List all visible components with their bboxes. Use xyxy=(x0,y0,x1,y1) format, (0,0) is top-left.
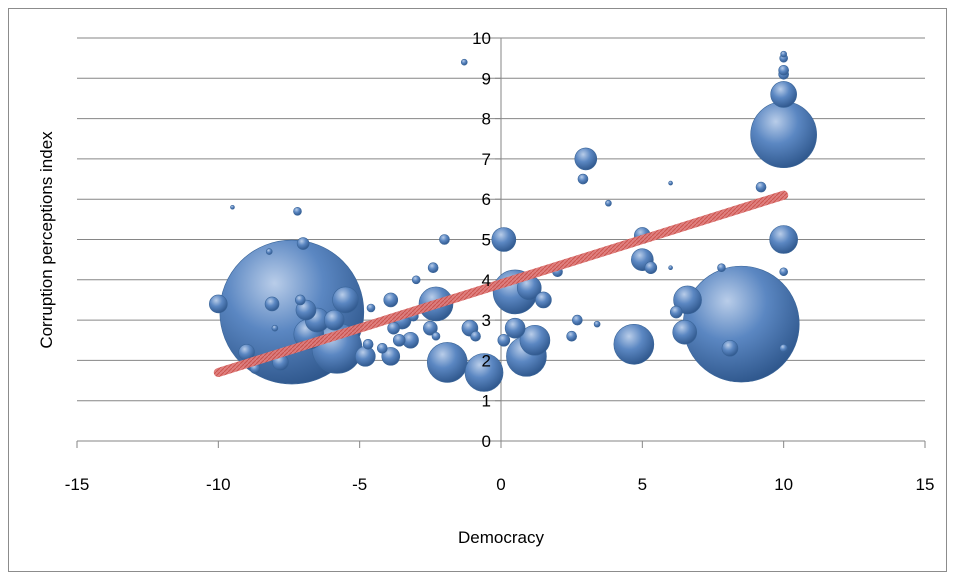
bubble-point xyxy=(411,275,421,285)
y-tick-label: 4 xyxy=(482,271,491,290)
y-tick-label: 9 xyxy=(482,69,491,88)
bubble-point xyxy=(644,261,658,275)
bubble-point xyxy=(387,321,400,335)
x-tick-label: 0 xyxy=(496,475,505,494)
tick-labels: -15 -10 -5 0 5 10 15 0 1 2 3 4 5 6 7 8 9 10 xyxy=(65,29,935,494)
trendline-overlay xyxy=(213,190,789,377)
bubble-point xyxy=(293,206,302,216)
bubble-point xyxy=(366,303,376,313)
bubble-point xyxy=(669,305,683,319)
bubble-point xyxy=(460,58,468,66)
bubble-point xyxy=(355,346,376,367)
bubble-point xyxy=(566,330,577,342)
y-axis-title: Corruption perceptions index xyxy=(37,131,56,349)
bubble-point xyxy=(491,227,517,252)
bubble-point xyxy=(427,262,439,274)
bubble-point xyxy=(593,320,601,328)
bubble-point xyxy=(572,314,583,326)
y-tick-label: 2 xyxy=(482,351,491,370)
bubble-point xyxy=(504,317,526,339)
bubble-point xyxy=(779,267,788,277)
bubble-point xyxy=(264,296,280,312)
bubble-point xyxy=(431,331,441,341)
y-tick-label: 10 xyxy=(472,29,491,48)
y-tick-label: 3 xyxy=(482,311,491,330)
x-tick-label: -5 xyxy=(352,475,367,494)
bubble-point xyxy=(668,265,673,271)
bubble-point xyxy=(668,180,673,186)
bubble-point xyxy=(682,265,800,383)
bubble-point xyxy=(426,342,468,383)
bubble-point xyxy=(780,50,787,58)
bubble-point xyxy=(392,333,406,347)
bubble-point xyxy=(439,234,450,245)
bubble-point xyxy=(755,181,767,193)
bubble-point xyxy=(574,147,598,171)
y-tick-label: 5 xyxy=(482,231,491,250)
bubble-point xyxy=(497,333,511,347)
bubble-point xyxy=(778,64,789,76)
x-tick-label: -10 xyxy=(206,475,231,494)
bubble-point xyxy=(673,285,702,315)
bubble-point xyxy=(770,81,797,108)
y-tick-label: 6 xyxy=(482,190,491,209)
bubble-point xyxy=(381,347,401,366)
x-tick-label: -15 xyxy=(65,475,90,494)
bubble-point xyxy=(209,294,228,314)
y-tick-label: 8 xyxy=(482,110,491,129)
y-tick-label: 0 xyxy=(482,432,491,451)
bubble-point xyxy=(769,225,798,254)
bubble-point xyxy=(323,309,345,331)
bubble-point xyxy=(717,263,726,273)
trendline xyxy=(213,190,789,377)
bubble-point xyxy=(519,324,551,356)
trendline-layer xyxy=(213,190,789,377)
bubble-point xyxy=(271,324,279,332)
bubble-point xyxy=(376,343,388,354)
bubble-point xyxy=(613,323,655,365)
bubble-point xyxy=(295,294,306,306)
bubble-point xyxy=(605,199,612,207)
bubble-point xyxy=(577,173,589,185)
bubble-point xyxy=(230,204,235,210)
bubbles xyxy=(209,50,817,392)
bubble-point xyxy=(535,291,552,309)
bubble-point xyxy=(362,338,374,350)
bubble-point xyxy=(265,248,273,255)
bubble-point xyxy=(750,101,817,169)
bubble-point xyxy=(721,340,739,357)
bubble-point xyxy=(470,330,481,342)
bubble-point xyxy=(296,237,310,250)
bubble-point xyxy=(332,286,359,314)
x-tick-label: 5 xyxy=(638,475,647,494)
bubble-point xyxy=(464,353,504,392)
x-tick-label: 10 xyxy=(774,475,793,494)
y-tick-label: 1 xyxy=(482,392,491,411)
bubble-point xyxy=(423,320,438,336)
bubble-point xyxy=(383,292,399,308)
x-tick-label: 15 xyxy=(916,475,935,494)
y-tick-label: 7 xyxy=(482,150,491,169)
x-axis-title: Democracy xyxy=(458,528,544,547)
bubble-point xyxy=(672,319,698,345)
bubble-point xyxy=(779,344,788,353)
